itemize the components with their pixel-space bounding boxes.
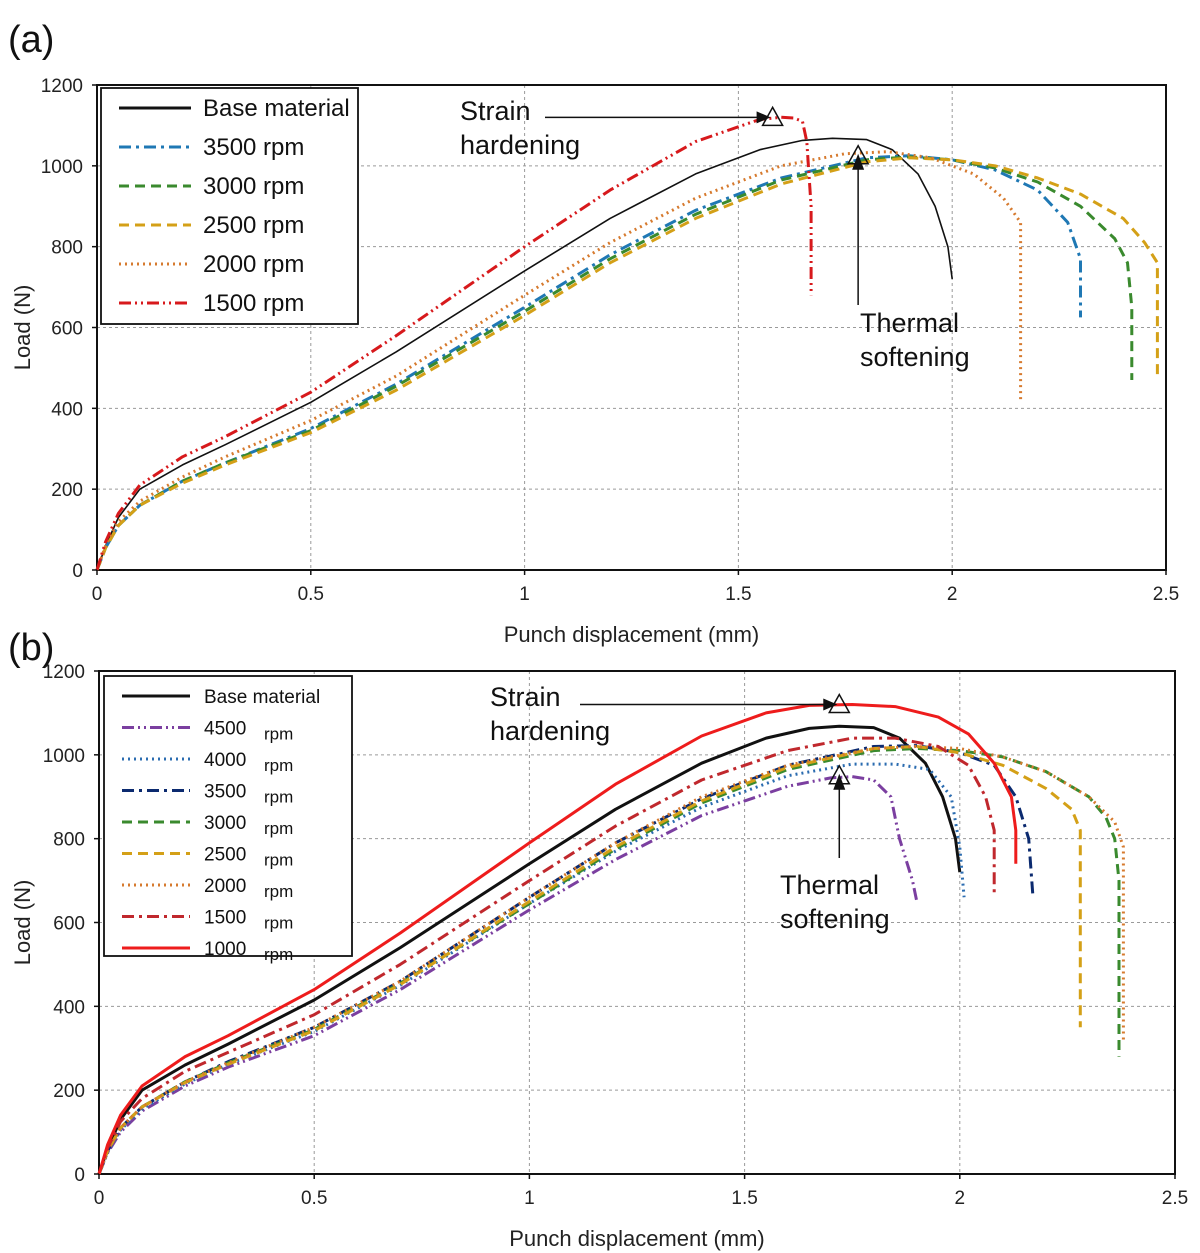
series-line-1000-rpm [97,703,1018,1175]
annotation-text: Thermal [780,870,879,900]
series-line-2500-rpm [95,156,1159,571]
legend-label: 2000 rpm [203,251,304,278]
legend-label: 4500 [204,719,246,740]
x-tick-label: 1 [519,584,530,605]
panel-b-chart: (b) 0 0.5 1 1.5 2 2.5 0 200 400 600 800 1000 1200 Pu… [8,627,1188,1251]
panel-b-legend: Base material 4500 rpm 4000 rpm 3500 rpm 3000 rp… [103,675,353,964]
y-tick-label: 1000 [41,157,83,178]
legend-label: 3000 [204,813,246,834]
panel-a-x-axis-label: Punch displacement (mm) [504,622,760,647]
panel-b-label: (b) [8,627,54,669]
triangle-marker-icon [761,105,784,127]
arrow-head-icon [833,773,846,790]
legend-label: 3500 rpm [203,134,304,161]
legend-unit: rpm [264,945,293,964]
annotation-text: softening [860,342,970,372]
x-tick-label: 1.5 [731,1188,757,1209]
panel-b-x-axis-label: Punch displacement (mm) [509,1226,765,1251]
legend-label: 1500 [204,908,246,929]
series-line-1500-rpm [97,736,996,1175]
y-tick-label: 200 [51,480,83,501]
legend-label: 2000 [204,876,246,897]
legend-label: Base material [203,95,350,122]
legend-unit: rpm [264,819,293,838]
y-tick-label: 800 [51,238,83,259]
legend-label: 3500 [204,782,246,803]
legend-unit: rpm [264,788,293,807]
legend-unit: rpm [264,725,293,744]
y-tick-label: 1000 [43,746,85,767]
panel-a-label: (a) [8,19,54,61]
y-tick-label: 400 [51,399,83,420]
x-tick-label: 1.5 [725,584,751,605]
series-line-2500-rpm [97,745,1082,1175]
triangle-marker-icon [828,692,851,714]
y-tick-label: 200 [53,1081,85,1102]
legend-label: 1500 rpm [203,290,304,317]
legend-unit: rpm [264,851,293,870]
x-tick-label: 2 [947,584,958,605]
legend-box [103,675,353,957]
y-tick-label: 600 [51,319,83,340]
legend-label: 1000 [204,939,246,960]
panel-a-y-axis-label: Load (N) [10,285,35,371]
y-tick-label: 800 [53,830,85,851]
x-tick-label: 2 [955,1188,966,1209]
annotation-text: hardening [460,130,580,160]
y-tick-label: 1200 [43,662,85,683]
series-line-1500-rpm [95,115,813,571]
arrow-head-icon [823,698,838,711]
triangle-marker-icon [828,764,851,785]
legend-unit: rpm [264,756,293,775]
legend-label: 3000 rpm [203,173,304,200]
triangle-marker-icon [846,144,870,165]
series-line-2000-rpm [97,745,1125,1175]
arrow-head-icon [852,153,865,170]
legend-label: 2500 [204,845,246,866]
annotation-text: Thermal [860,308,959,338]
y-tick-label: 600 [53,914,85,935]
panel-a-chart: (a) 0 0.5 1 1.5 2 2.5 0 200 400 600 800 1000 1200 Pu… [8,19,1179,647]
legend-unit: rpm [264,914,293,933]
series-line-base-material [96,137,953,571]
annotation-text: hardening [490,716,610,746]
y-tick-label: 0 [72,561,83,582]
annotation-text: softening [780,904,890,934]
x-tick-label: 0.5 [298,584,324,605]
y-tick-label: 1200 [41,76,83,97]
annotation-text: Strain [460,96,531,126]
legend-label: 2500 rpm [203,212,304,239]
x-tick-label: 0 [92,584,103,605]
panel-b-y-axis-label: Load (N) [10,880,35,966]
y-tick-label: 400 [53,997,85,1018]
series-line-4500-rpm [97,775,919,1175]
arrow-head-icon [756,111,771,124]
legend-label: 4000 [204,750,246,771]
x-tick-label: 2.5 [1153,584,1179,605]
x-tick-label: 0 [94,1188,105,1209]
x-tick-label: 1 [524,1188,535,1209]
series-line-3500-rpm [95,154,1082,571]
x-tick-label: 0.5 [301,1188,327,1209]
legend-unit: rpm [264,882,293,901]
y-tick-label: 0 [74,1165,85,1186]
x-tick-label: 2.5 [1162,1188,1188,1209]
annotation-text: Strain [490,682,561,712]
series-line-base-material [97,724,962,1175]
panel-a-legend: Base material 3500 rpm 3000 rpm 2500 rpm 200… [100,87,359,325]
legend-box [100,87,359,325]
legend-label: Base material [204,687,320,708]
